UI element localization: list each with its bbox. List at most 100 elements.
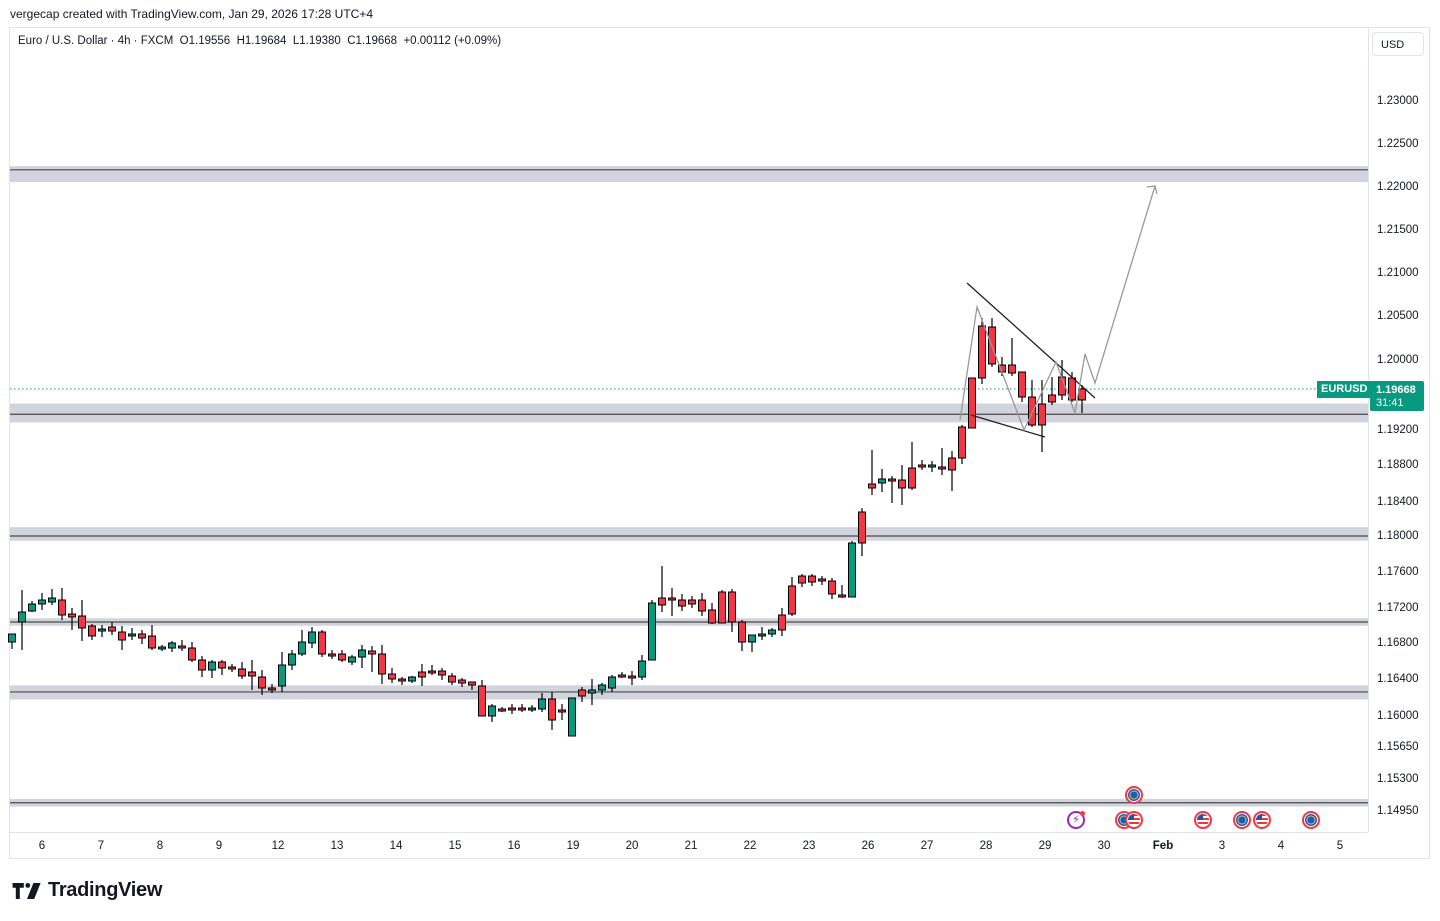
bullish-candle [128, 633, 136, 637]
projection-path [959, 185, 1156, 432]
price-tick: 1.22000 [1377, 181, 1419, 193]
bearish-candle [318, 631, 326, 655]
bearish-candle [548, 698, 556, 721]
bearish-candle [1078, 388, 1086, 401]
price-tick: 1.15650 [1377, 741, 1419, 753]
bearish-candle [708, 609, 716, 624]
eu-event-icon[interactable] [1233, 811, 1251, 829]
bullish-candle [408, 676, 416, 682]
zone-band [10, 166, 1368, 183]
bearish-candle [398, 678, 406, 682]
price-axis[interactable] [1368, 28, 1430, 832]
bearish-candle [448, 675, 456, 683]
bearish-candle [198, 659, 206, 671]
price-tick: 1.21500 [1377, 224, 1419, 236]
time-tick: 29 [1038, 840, 1052, 852]
symbol-legend[interactable]: Euro / U.S. Dollar · 4h · FXCM O1.19556 … [18, 35, 502, 47]
bullish-candle [538, 698, 546, 710]
bullish-candle [38, 599, 46, 605]
price-tick: 1.17200 [1377, 602, 1419, 614]
bearish-candle [1008, 364, 1016, 374]
bearish-candle [578, 689, 586, 697]
time-axis[interactable] [10, 832, 1368, 859]
bullish-candle [848, 542, 856, 598]
bullish-candle [598, 684, 606, 691]
time-tick: 7 [97, 840, 105, 852]
price-tick: 1.17600 [1377, 566, 1419, 578]
support-resistance-zones [10, 166, 1368, 807]
bearish-candle [618, 674, 626, 678]
price-tick: 1.14950 [1377, 805, 1419, 817]
bullish-candle [48, 597, 56, 603]
bearish-candle [468, 681, 476, 686]
time-tick: 12 [271, 840, 285, 852]
us-event-icon[interactable] [1253, 811, 1271, 829]
bearish-candle [238, 668, 246, 677]
bullish-candle [928, 464, 936, 468]
earnings-flash-icon[interactable]: ⚡ [1067, 811, 1085, 829]
time-tick: 8 [156, 840, 164, 852]
time-tick: 28 [979, 840, 993, 852]
bearish-candle [458, 679, 466, 684]
bearish-candle [118, 631, 126, 641]
bearish-candle [328, 653, 336, 657]
bearish-candle [958, 426, 966, 459]
bullish-candle [18, 611, 26, 623]
bearish-candle [268, 687, 276, 691]
bullish-candle [308, 631, 316, 644]
bearish-candle [368, 650, 376, 655]
symbol-price-tag: EURUSD [1317, 381, 1372, 398]
last-price-label: 1.19668 31:41 [1370, 381, 1424, 411]
bearish-candle [868, 483, 876, 489]
bearish-candle [438, 670, 446, 676]
time-tick: 9 [215, 840, 223, 852]
bearish-candle [908, 467, 916, 489]
bullish-candle [608, 676, 616, 689]
bullish-candle [98, 628, 106, 632]
price-tick: 1.21000 [1377, 267, 1419, 279]
bearish-candle [518, 707, 526, 711]
price-tick: 1.22500 [1377, 138, 1419, 150]
bullish-candle [208, 661, 216, 671]
trendline [966, 282, 1096, 399]
zone-band [10, 527, 1368, 541]
bearish-candle [838, 594, 846, 598]
time-tick: 27 [920, 840, 934, 852]
bearish-candle [388, 673, 396, 680]
us-event-icon[interactable] [1194, 811, 1212, 829]
us-event-icon[interactable] [1125, 811, 1143, 829]
bullish-candle [748, 634, 756, 643]
price-tick: 1.19200 [1377, 424, 1419, 436]
bearish-candle [188, 647, 196, 661]
bullish-candle [648, 602, 656, 661]
bearish-candle [1018, 371, 1026, 398]
price-tick: 1.23000 [1377, 95, 1419, 107]
time-tick: 3 [1218, 840, 1226, 852]
bullish-candle [758, 633, 766, 637]
bearish-candle [248, 671, 256, 677]
bearish-candle [718, 591, 726, 624]
price-tick: 1.18000 [1377, 530, 1419, 542]
bearish-candle [698, 599, 706, 612]
time-tick: 21 [684, 840, 698, 852]
bearish-candle [778, 614, 786, 631]
price-tick: 1.18800 [1377, 459, 1419, 471]
bullish-candle [348, 656, 356, 663]
eu-event-icon[interactable] [1125, 786, 1143, 804]
bullish-candle [768, 629, 776, 635]
bearish-candle [968, 377, 976, 429]
price-tick: 1.16800 [1377, 637, 1419, 649]
currency-button[interactable]: USD [1372, 32, 1424, 56]
chart-frame[interactable] [9, 27, 1430, 859]
bearish-candle [498, 708, 506, 712]
price-tick: 1.20000 [1377, 354, 1419, 366]
bearish-candle [668, 597, 676, 601]
trendline [970, 414, 1046, 438]
bullish-candle [278, 664, 286, 687]
bearish-candle [658, 597, 666, 606]
bullish-candle [588, 689, 596, 694]
time-tick: 22 [743, 840, 757, 852]
eu-event-icon[interactable] [1302, 811, 1320, 829]
tradingview-logo: TradingView [12, 879, 162, 902]
